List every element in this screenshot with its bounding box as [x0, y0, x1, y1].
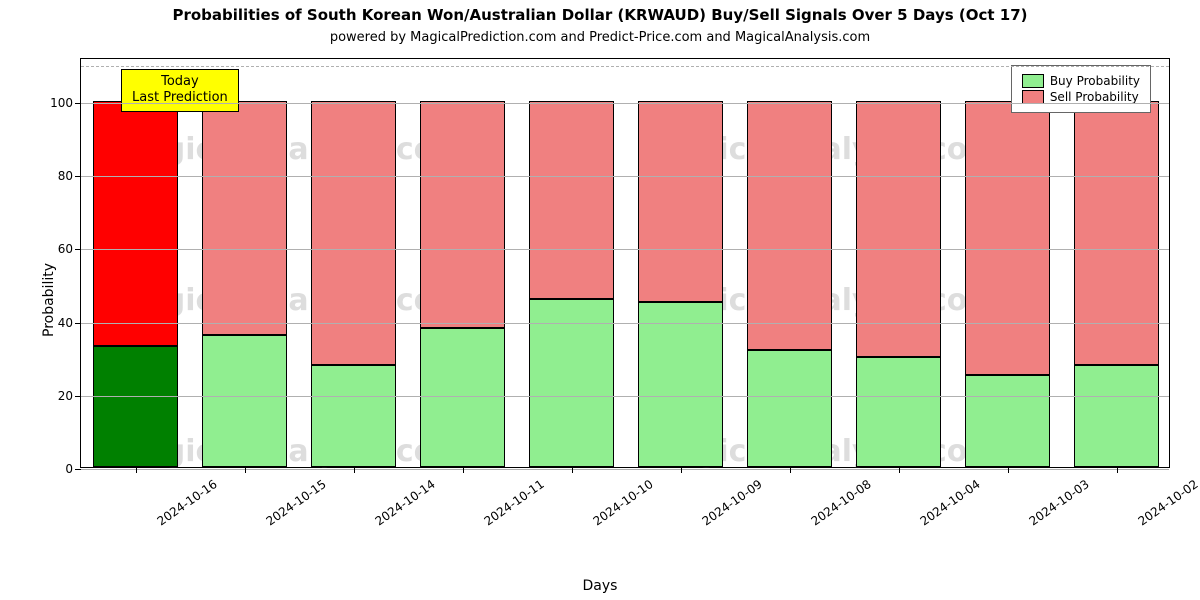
bar-group [638, 59, 723, 467]
x-tick-mark [572, 467, 573, 473]
today-annotation: TodayLast Prediction [121, 69, 239, 112]
bar-sell [638, 101, 723, 302]
x-tick-label: 2024-10-04 [917, 477, 982, 528]
bar-buy [420, 328, 505, 467]
bar-sell [856, 101, 941, 357]
bar-buy [529, 299, 614, 467]
bar-buy [202, 335, 287, 467]
y-axis-label: Probability [41, 263, 57, 337]
bar-group [93, 59, 178, 467]
bar-buy [311, 365, 396, 468]
y-tick-mark [75, 323, 81, 324]
x-tick-label: 2024-10-11 [481, 477, 546, 528]
bar-buy [1074, 365, 1159, 468]
bar-sell [965, 101, 1050, 376]
y-tick-mark [75, 396, 81, 397]
chart-subtitle: powered by MagicalPrediction.com and Pre… [0, 30, 1200, 45]
bar-group [747, 59, 832, 467]
x-tick-label: 2024-10-09 [699, 477, 764, 528]
x-tick-label: 2024-10-14 [372, 477, 437, 528]
gridline [81, 323, 1169, 324]
bar-buy [747, 350, 832, 467]
x-tick-label: 2024-10-08 [808, 477, 873, 528]
x-tick-label: 2024-10-10 [590, 477, 655, 528]
bar-sell [747, 101, 832, 350]
legend-label: Buy Probability [1050, 74, 1140, 88]
legend-label: Sell Probability [1050, 90, 1139, 104]
bar-group [311, 59, 396, 467]
annotation-line: Today [132, 74, 228, 90]
x-tick-mark [1008, 467, 1009, 473]
x-tick-mark [790, 467, 791, 473]
gridline [81, 249, 1169, 250]
bar-buy [93, 346, 178, 467]
bar-sell [202, 101, 287, 335]
gridline [81, 176, 1169, 177]
annotation-line: Last Prediction [132, 90, 228, 106]
chart-container: Probabilities of South Korean Won/Austra… [0, 0, 1200, 600]
gridline [81, 396, 1169, 397]
bars-layer [81, 59, 1169, 467]
gridline [81, 103, 1169, 104]
y-tick-mark [75, 176, 81, 177]
legend-item: Sell Probability [1022, 90, 1140, 104]
y-tick-mark [75, 103, 81, 104]
x-tick-mark [681, 467, 682, 473]
x-tick-mark [899, 467, 900, 473]
y-tick-mark [75, 249, 81, 250]
x-tick-mark [1117, 467, 1118, 473]
bar-sell [93, 101, 178, 346]
legend: Buy Probability Sell Probability [1011, 65, 1151, 113]
x-tick-label: 2024-10-15 [263, 477, 328, 528]
chart-title: Probabilities of South Korean Won/Austra… [0, 6, 1200, 24]
x-axis-label: Days [0, 578, 1200, 594]
bar-buy [856, 357, 941, 467]
x-tick-mark [354, 467, 355, 473]
legend-swatch [1022, 74, 1044, 88]
x-tick-label: 2024-10-02 [1135, 477, 1200, 528]
bar-sell [420, 101, 505, 328]
x-tick-mark [136, 467, 137, 473]
x-tick-label: 2024-10-16 [154, 477, 219, 528]
bar-group [529, 59, 614, 467]
bar-buy [638, 302, 723, 467]
x-tick-mark [463, 467, 464, 473]
plot-area: MagicalAnalysis.comMagicalAnalysis.comMa… [80, 58, 1170, 468]
x-tick-mark [245, 467, 246, 473]
bar-group [420, 59, 505, 467]
bar-sell [1074, 101, 1159, 365]
legend-item: Buy Probability [1022, 74, 1140, 88]
bar-group [965, 59, 1050, 467]
x-tick-label: 2024-10-03 [1026, 477, 1091, 528]
bar-group [202, 59, 287, 467]
bar-buy [965, 375, 1050, 467]
y-tick-mark [75, 469, 81, 470]
gridline-dashed [81, 66, 1169, 67]
bar-sell [311, 101, 396, 365]
legend-swatch [1022, 90, 1044, 104]
bar-group [1074, 59, 1159, 467]
bar-group [856, 59, 941, 467]
bar-sell [529, 101, 614, 299]
